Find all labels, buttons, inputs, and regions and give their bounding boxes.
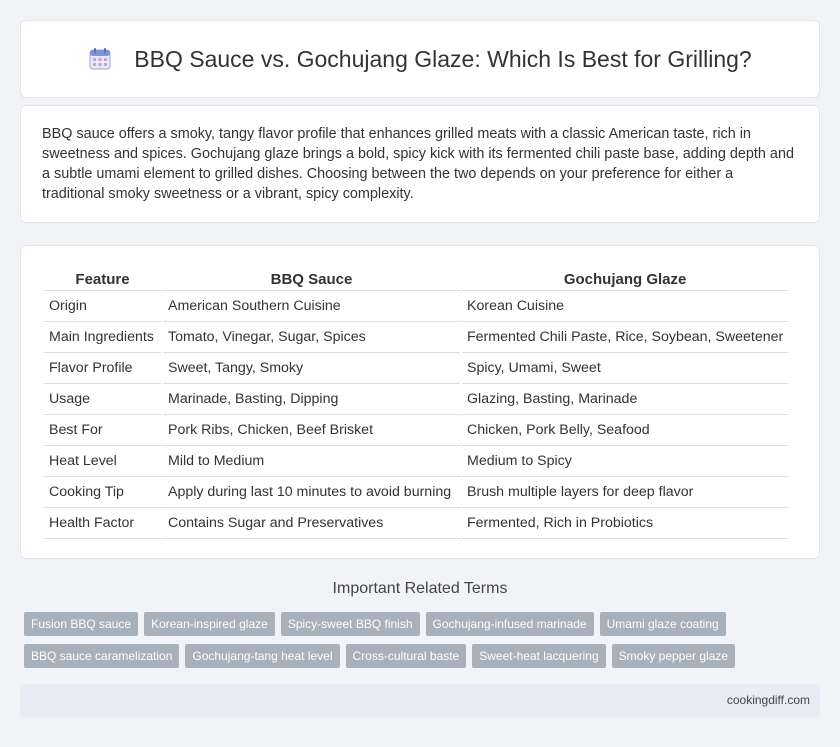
related-terms-list: Fusion BBQ sauce Korean-inspired glaze S…	[24, 612, 824, 676]
table-row: Heat Level Mild to Medium Medium to Spic…	[44, 446, 789, 477]
table-cell: Fermented, Rich in Probiotics	[462, 508, 789, 539]
tag-link[interactable]: Cross-cultural baste	[345, 644, 467, 668]
table-cell: Heat Level	[44, 446, 161, 477]
comparison-table: Feature BBQ Sauce Gochujang Glaze Origin…	[42, 265, 790, 539]
table-row: Usage Marinade, Basting, Dipping Glazing…	[44, 384, 789, 415]
table-cell: Spicy, Umami, Sweet	[462, 353, 789, 384]
related-terms-title: Important Related Terms	[332, 580, 508, 597]
table-cell: Fermented Chili Paste, Rice, Soybean, Sw…	[462, 322, 789, 353]
tag-row: BBQ sauce caramelization Gochujang-tang …	[24, 644, 824, 668]
tag-link[interactable]: Gochujang-tang heat level	[185, 644, 340, 668]
table-cell: Chicken, Pork Belly, Seafood	[462, 415, 789, 446]
tag-link[interactable]: BBQ sauce caramelization	[24, 644, 180, 668]
calendar-icon	[88, 47, 112, 71]
table-row: Best For Pork Ribs, Chicken, Beef Briske…	[44, 415, 789, 446]
table-cell: Sweet, Tangy, Smoky	[163, 353, 460, 384]
header-feature: Feature	[44, 265, 161, 291]
table-cell: American Southern Cuisine	[163, 291, 460, 322]
header-bbq-sauce: BBQ Sauce	[163, 265, 460, 291]
footer: cookingdiff.com	[20, 684, 820, 717]
header-gochujang-glaze: Gochujang Glaze	[462, 265, 789, 291]
comparison-table-card: Feature BBQ Sauce Gochujang Glaze Origin…	[20, 245, 820, 559]
tag-link[interactable]: Umami glaze coating	[599, 612, 726, 636]
table-cell: Pork Ribs, Chicken, Beef Brisket	[163, 415, 460, 446]
tag-link[interactable]: Korean-inspired glaze	[144, 612, 275, 636]
table-cell: Apply during last 10 minutes to avoid bu…	[163, 477, 460, 508]
table-cell: Health Factor	[44, 508, 161, 539]
table-cell: Cooking Tip	[44, 477, 161, 508]
page-title: BBQ Sauce vs. Gochujang Glaze: Which Is …	[134, 45, 752, 72]
footer-site-link[interactable]: cookingdiff.com	[726, 693, 810, 707]
table-cell: Best For	[44, 415, 161, 446]
table-row: Origin American Southern Cuisine Korean …	[44, 291, 789, 322]
table-cell: Korean Cuisine	[462, 291, 789, 322]
table-row: Cooking Tip Apply during last 10 minutes…	[44, 477, 789, 508]
table-row: Health Factor Contains Sugar and Preserv…	[44, 508, 789, 539]
tag-row: Fusion BBQ sauce Korean-inspired glaze S…	[24, 612, 824, 636]
table-header-row: Feature BBQ Sauce Gochujang Glaze	[44, 265, 789, 291]
table-cell: Glazing, Basting, Marinade	[462, 384, 789, 415]
table-cell: Mild to Medium	[163, 446, 460, 477]
table-cell: Flavor Profile	[44, 353, 161, 384]
tag-link[interactable]: Fusion BBQ sauce	[24, 612, 139, 636]
table-cell: Tomato, Vinegar, Sugar, Spices	[163, 322, 460, 353]
title-card: BBQ Sauce vs. Gochujang Glaze: Which Is …	[20, 20, 820, 98]
table-cell: Usage	[44, 384, 161, 415]
table-cell: Marinade, Basting, Dipping	[163, 384, 460, 415]
tag-link[interactable]: Sweet-heat lacquering	[472, 644, 606, 668]
tag-link[interactable]: Smoky pepper glaze	[611, 644, 736, 668]
intro-card: BBQ sauce offers a smoky, tangy flavor p…	[20, 105, 820, 223]
table-cell: Brush multiple layers for deep flavor	[462, 477, 789, 508]
table-row: Flavor Profile Sweet, Tangy, Smoky Spicy…	[44, 353, 789, 384]
table-cell: Contains Sugar and Preservatives	[163, 508, 460, 539]
intro-text: BBQ sauce offers a smoky, tangy flavor p…	[42, 126, 794, 202]
tag-link[interactable]: Spicy-sweet BBQ finish	[280, 612, 420, 636]
table-cell: Medium to Spicy	[462, 446, 789, 477]
table-row: Main Ingredients Tomato, Vinegar, Sugar,…	[44, 322, 789, 353]
table-cell: Main Ingredients	[44, 322, 161, 353]
tag-link[interactable]: Gochujang-infused marinade	[425, 612, 594, 636]
table-cell: Origin	[44, 291, 161, 322]
